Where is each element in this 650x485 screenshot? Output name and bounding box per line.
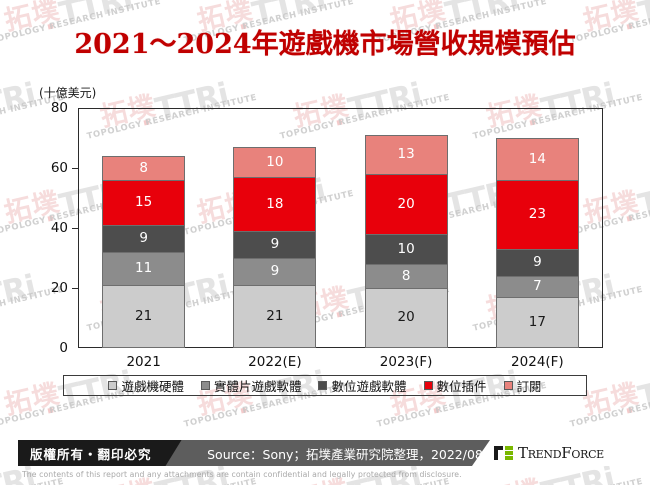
bar-value-label: 9 bbox=[139, 230, 148, 247]
bar-segment[interactable]: 9 bbox=[495, 249, 579, 276]
y-axis-tick-mark bbox=[72, 288, 78, 289]
x-axis-tick-label: 2023(F) bbox=[379, 354, 433, 370]
bar-value-label: 8 bbox=[401, 267, 411, 284]
bar-value-label: 17 bbox=[528, 313, 546, 330]
watermark-dot bbox=[47, 407, 54, 414]
bar-segment[interactable]: 13 bbox=[364, 135, 448, 174]
legend-swatch-icon bbox=[503, 381, 513, 390]
legend-swatch-icon bbox=[200, 381, 210, 390]
bar-segment[interactable]: 20 bbox=[364, 174, 448, 234]
page-title: 2021～2024年遊戲機市場營收規模預估 bbox=[74, 29, 576, 60]
y-axis-tick-mark bbox=[72, 168, 78, 169]
brand-name: TrendForce bbox=[518, 444, 604, 462]
y-axis-tick-label: 60 bbox=[50, 160, 68, 176]
bar-value-label: 9 bbox=[270, 236, 280, 253]
watermark-ttri: TTRi bbox=[635, 364, 650, 417]
bar-value-label: 20 bbox=[397, 309, 415, 326]
watermark-dot bbox=[626, 215, 633, 222]
watermark-ttri: TTRi bbox=[0, 76, 39, 129]
legend-item[interactable]: 數位遊戲軟體 bbox=[318, 376, 407, 395]
bar-value-label: 8 bbox=[139, 159, 148, 176]
watermark-ttri: TTRi bbox=[0, 268, 39, 321]
watermark-dot bbox=[240, 407, 247, 414]
legend-label: 訂閱 bbox=[516, 379, 542, 394]
bar-segment[interactable]: 8 bbox=[102, 156, 186, 180]
x-axis-tick-label: 2022(E) bbox=[248, 354, 302, 370]
legend-item[interactable]: 實體片遊戲軟體 bbox=[200, 376, 302, 395]
bar-value-label: 7 bbox=[533, 278, 542, 295]
legend-label: 數位插件 bbox=[436, 379, 487, 394]
chart-legend: 遊戲機硬體 實體片遊戲軟體 數位遊戲軟體 數位插件 訂閱 bbox=[63, 375, 587, 396]
watermark-cn: 拓墣 bbox=[482, 467, 546, 485]
bar-segment[interactable]: 17 bbox=[495, 297, 579, 348]
bar-segment[interactable]: 18 bbox=[233, 177, 317, 231]
watermark-dot bbox=[433, 407, 440, 414]
bar-value-label: 21 bbox=[266, 307, 284, 324]
disclaimer-text: The contents of this report and any atta… bbox=[22, 470, 462, 479]
bar-group[interactable]: 21 9 9 18 10 bbox=[233, 147, 317, 348]
trendforce-logo-icon: TrendForce bbox=[494, 444, 604, 462]
bar-segment[interactable]: 9 bbox=[233, 231, 317, 258]
bar-segment[interactable]: 15 bbox=[102, 180, 186, 225]
legend-swatch-icon bbox=[318, 381, 328, 390]
y-axis-tick-label: 40 bbox=[50, 220, 68, 236]
legend-swatch-icon bbox=[423, 381, 433, 390]
bar-value-label: 10 bbox=[397, 240, 415, 257]
bar-segment[interactable]: 14 bbox=[495, 138, 579, 180]
trendforce-mark-icon bbox=[494, 446, 513, 460]
bar-value-label: 9 bbox=[270, 263, 280, 280]
watermark-cn: 拓墣 bbox=[1, 378, 64, 422]
bar-segment[interactable]: 21 bbox=[233, 285, 317, 348]
bar-value-label: 9 bbox=[533, 254, 542, 271]
y-axis-tick-label: 0 bbox=[59, 340, 68, 356]
y-axis-tick-label: 80 bbox=[50, 100, 68, 116]
bar-value-label: 21 bbox=[135, 307, 153, 324]
bar-value-label: 14 bbox=[528, 150, 546, 167]
legend-item[interactable]: 訂閱 bbox=[503, 376, 542, 395]
bar-segment[interactable]: 10 bbox=[364, 234, 448, 264]
bar-segment[interactable]: 11 bbox=[102, 252, 186, 285]
x-axis-tick-label: 2021 bbox=[126, 354, 161, 370]
bar-segment[interactable]: 21 bbox=[102, 285, 186, 348]
chart-plot: 0 20 40 60 80 21 11 9 15 8 2021 21 9 9 18 10 2022(E) 20 8… bbox=[51, 100, 603, 370]
bar-segment[interactable]: 9 bbox=[233, 258, 317, 285]
bar-group[interactable]: 21 11 9 15 8 bbox=[102, 156, 186, 348]
bar-value-label: 23 bbox=[528, 206, 546, 223]
source-text: Source：Sony；拓墣產業研究院整理，2022/08 bbox=[207, 446, 483, 462]
bar-segment[interactable]: 9 bbox=[102, 225, 186, 252]
bar-segment[interactable]: 20 bbox=[364, 288, 448, 348]
bar-segment[interactable]: 8 bbox=[364, 264, 448, 288]
brand-block: TrendForce bbox=[472, 440, 632, 466]
watermark-ttri: TTRi bbox=[635, 172, 650, 225]
legend-item[interactable]: 數位插件 bbox=[423, 376, 487, 395]
watermark-dot bbox=[626, 407, 633, 414]
bar-value-label: 18 bbox=[266, 195, 284, 212]
bar-segment[interactable]: 23 bbox=[495, 180, 579, 249]
legend-label: 遊戲機硬體 bbox=[121, 379, 184, 394]
legend-swatch-icon bbox=[108, 381, 118, 390]
y-axis-unit-label: (十億美元) bbox=[39, 86, 97, 100]
watermark-en: TOPOLOGY RESEARCH INSTITUTE bbox=[472, 477, 644, 485]
bar-group[interactable]: 20 8 10 20 13 bbox=[364, 135, 448, 348]
y-axis-tick-label: 20 bbox=[50, 280, 68, 296]
copyright-tag: 版權所有・翻印必究 bbox=[18, 440, 182, 466]
legend-item[interactable]: 遊戲機硬體 bbox=[108, 376, 184, 395]
bar-group[interactable]: 17 7 9 23 14 bbox=[495, 138, 579, 348]
plot-area-border bbox=[78, 108, 603, 348]
y-axis-tick-mark bbox=[72, 228, 78, 229]
bar-value-label: 13 bbox=[397, 146, 415, 163]
footer: Source：Sony；拓墣產業研究院整理，2022/08 版權所有・翻印必究 … bbox=[18, 440, 632, 466]
x-axis-tick-label: 2024(F) bbox=[511, 354, 564, 370]
bar-value-label: 20 bbox=[397, 195, 415, 212]
bar-value-label: 15 bbox=[135, 194, 153, 211]
legend-label: 實體片遊戲軟體 bbox=[213, 379, 302, 394]
bar-value-label: 10 bbox=[266, 153, 284, 170]
bar-segment[interactable]: 7 bbox=[495, 276, 579, 297]
watermark-cn: 拓墣 bbox=[580, 378, 643, 422]
bar-segment[interactable]: 10 bbox=[233, 147, 317, 177]
bar-value-label: 11 bbox=[135, 260, 153, 277]
legend-label: 數位遊戲軟體 bbox=[331, 379, 407, 394]
